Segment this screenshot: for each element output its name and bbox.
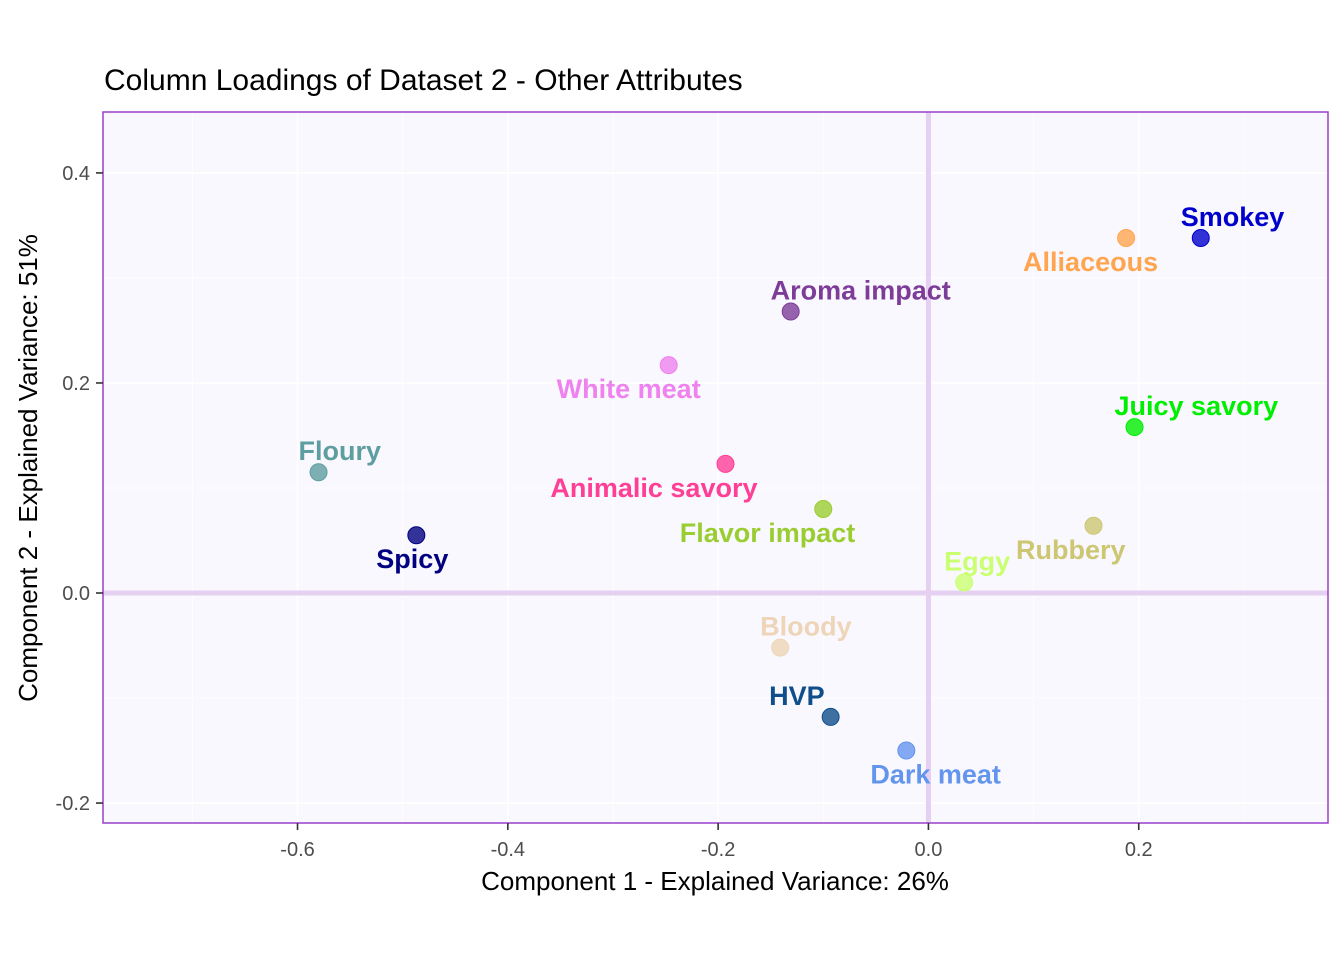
label-alliaceous: Alliaceous [1023,247,1158,277]
point-rubbery [1084,516,1103,535]
y-tick-label: 0.4 [62,163,90,185]
point-flavor-impact [814,499,833,518]
label-floury: Floury [299,436,382,466]
point-floury [309,463,328,482]
point-alliaceous [1117,229,1136,248]
panel-border [102,111,1329,824]
point-white-meat [659,356,678,375]
label-bloody: Bloody [760,612,852,642]
point-hvp [821,707,840,726]
label-aroma-impact: Aroma impact [771,276,951,306]
label-hvp: HVP [769,681,825,711]
x-tick-label: -0.6 [280,839,314,861]
point-juicy-savory [1125,418,1144,437]
plot-panel [103,112,1328,823]
x-tick-label: -0.2 [701,839,735,861]
point-aroma-impact [781,302,800,321]
label-flavor-impact: Flavor impact [680,518,856,548]
label-white-meat: White meat [557,374,701,404]
point-bloody [771,638,790,657]
points-layer [309,229,1210,760]
reference-lines [103,112,1328,823]
y-tick-label: -0.2 [56,793,90,815]
point-spicy [407,526,426,545]
y-tick-label: 0.0 [62,583,90,605]
label-juicy-savory: Juicy savory [1115,391,1279,421]
label-dark-meat: Dark meat [870,760,1001,790]
point-dark-meat [897,741,916,760]
x-axis: -0.6 -0.4 -0.2 0.0 0.2 [280,823,1153,861]
chart-title: Column Loadings of Dataset 2 - Other Att… [104,64,743,97]
x-tick-label: 0.0 [915,839,943,861]
label-animalic-savory: Animalic savory [550,473,757,503]
x-axis-title: Component 1 - Explained Variance: 26% [481,866,949,896]
x-tick-label: 0.2 [1125,839,1153,861]
label-spicy: Spicy [376,544,448,574]
point-eggy [955,573,974,592]
y-axis-title: Component 2 - Explained Variance: 51% [13,234,43,702]
point-animalic-savory [716,454,735,473]
grid-minor [103,112,1328,823]
x-tick-label: -0.4 [491,839,525,861]
label-smokey: Smokey [1181,202,1285,232]
point-labels-layer: Smokey Alliaceous Aroma impact White meat Ju… [299,202,1285,790]
y-axis: -0.2 0.0 0.2 0.4 [56,163,103,815]
label-eggy: Eggy [944,546,1010,576]
y-tick-label: 0.2 [62,373,90,395]
label-rubbery: Rubbery [1016,535,1126,565]
point-smokey [1191,229,1210,248]
